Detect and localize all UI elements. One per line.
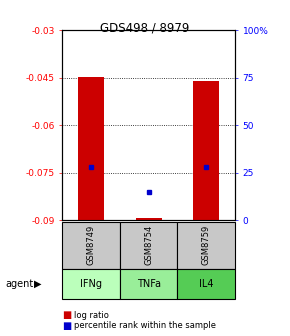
Text: TNFa: TNFa [137,279,161,289]
Bar [193,81,219,220]
Text: IFNg: IFNg [80,279,102,289]
Text: GSM8749: GSM8749 [87,225,96,265]
Text: GSM8759: GSM8759 [202,225,211,265]
Text: agent: agent [6,279,34,289]
Text: IL4: IL4 [199,279,213,289]
Text: GDS498 / 8979: GDS498 / 8979 [100,22,190,35]
Text: GSM8754: GSM8754 [144,225,153,265]
Bar [136,218,162,220]
Text: percentile rank within the sample: percentile rank within the sample [74,322,216,330]
Text: ▶: ▶ [34,279,41,289]
Text: ■: ■ [62,321,72,331]
Text: ■: ■ [62,310,72,320]
Bar [78,77,104,220]
Text: log ratio: log ratio [74,311,109,320]
